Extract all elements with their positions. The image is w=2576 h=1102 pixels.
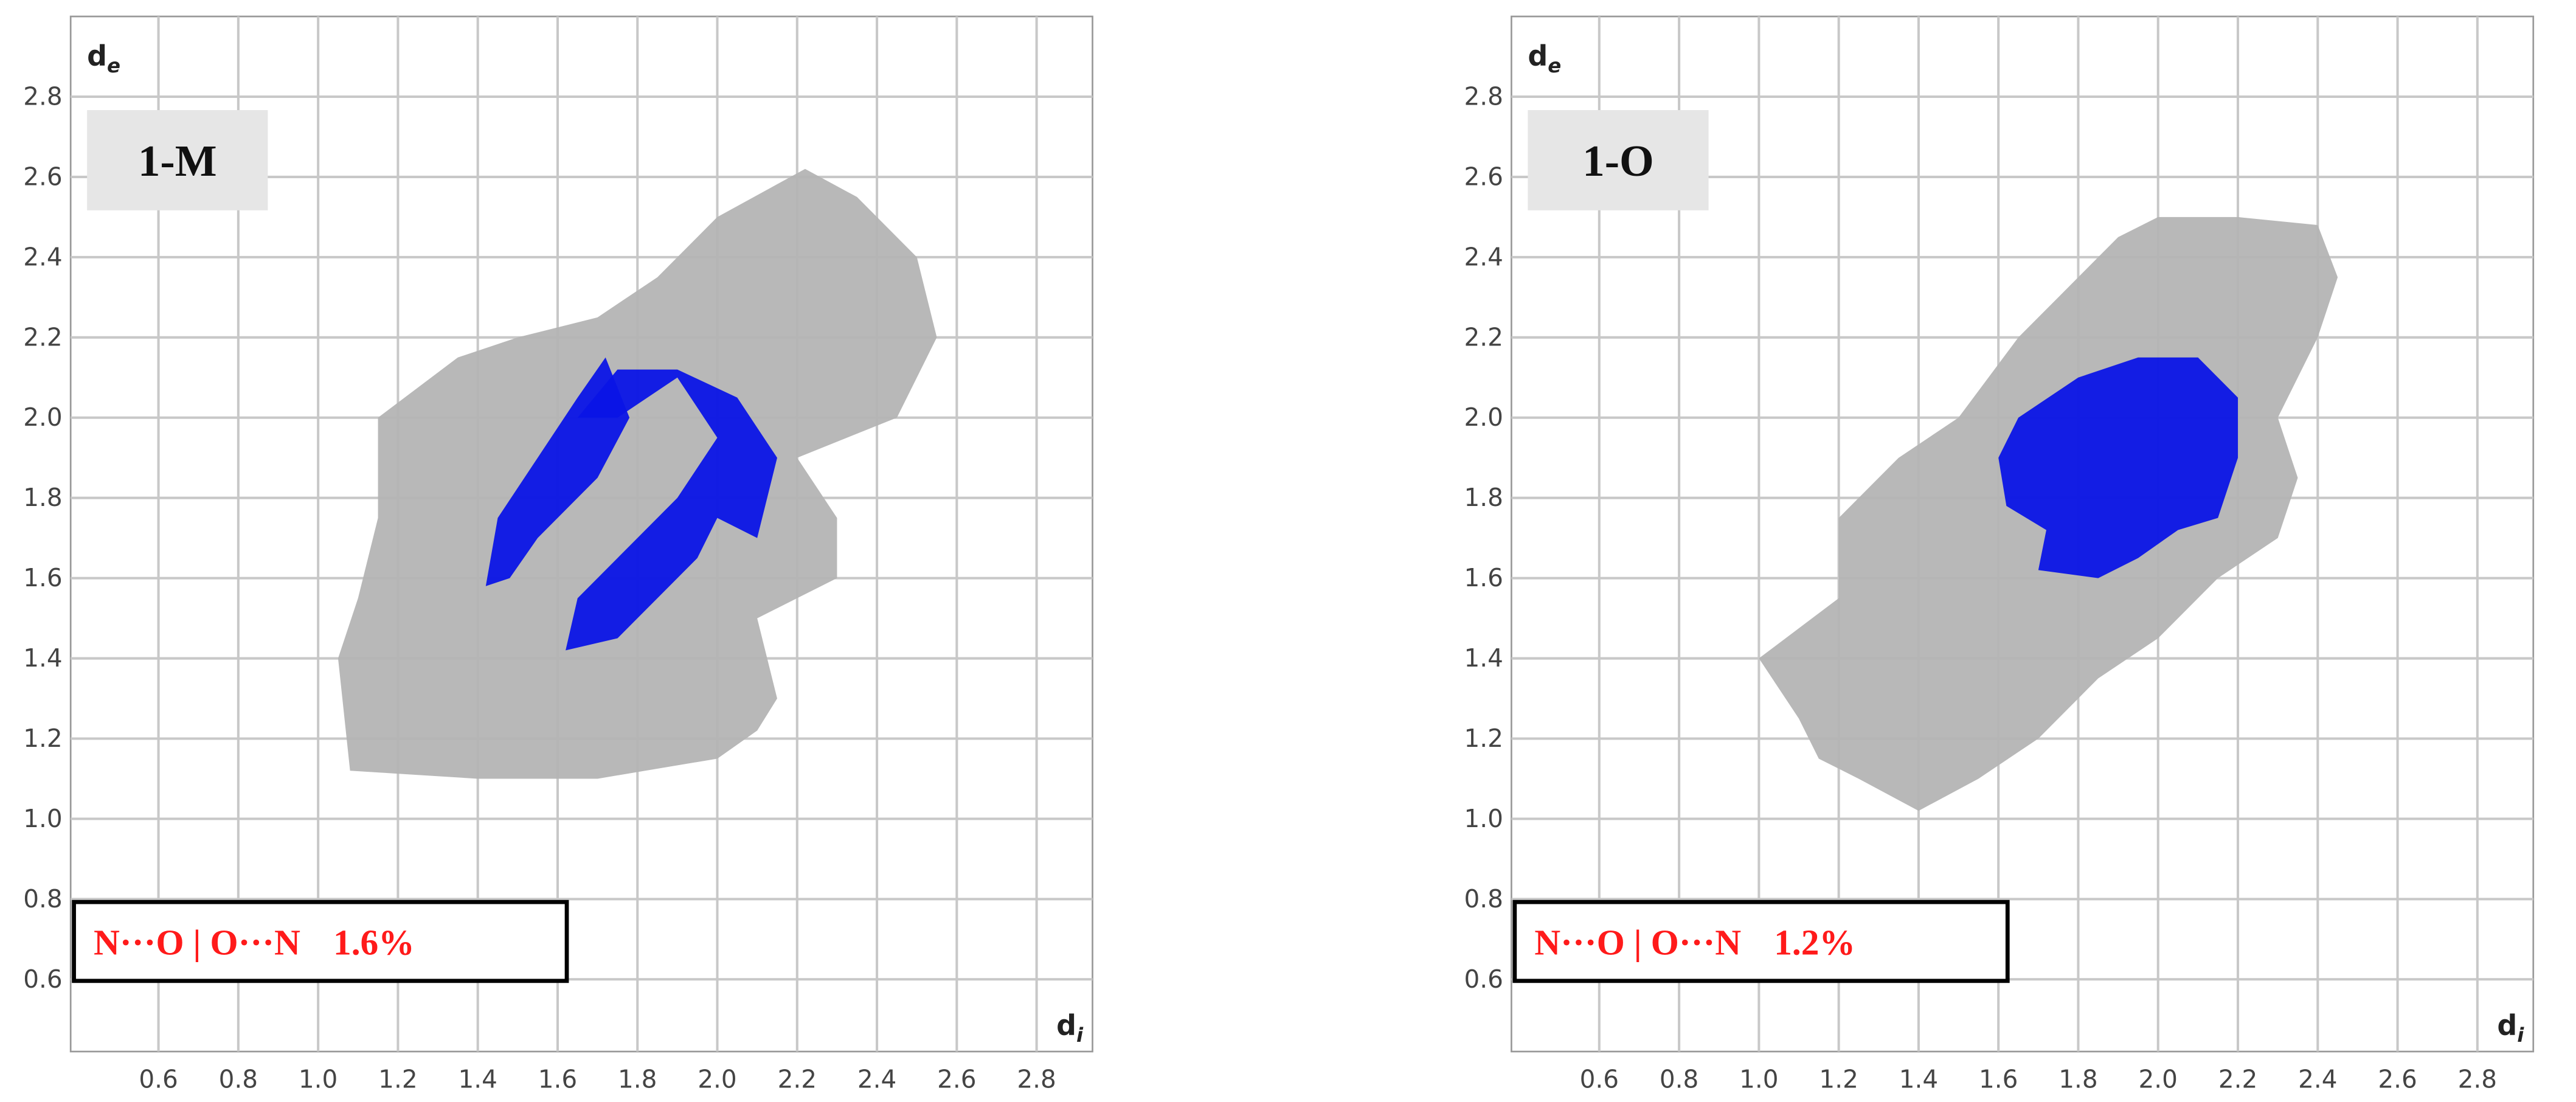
y-tick-label: 2.0 bbox=[23, 403, 62, 432]
y-tick-label: 2.8 bbox=[1464, 81, 1503, 111]
y-axis-label-sub: e bbox=[1548, 54, 1561, 77]
y-tick-label: 1.6 bbox=[1464, 563, 1503, 592]
chart-title: 1-O bbox=[1582, 136, 1654, 185]
annotation: N···O | O···N 1.6% bbox=[94, 923, 415, 963]
x-axis-label: di bbox=[1056, 1009, 1084, 1047]
y-tick-label: 2.6 bbox=[23, 162, 62, 191]
y-tick-label: 1.2 bbox=[1464, 724, 1503, 753]
y-tick-label: 1.8 bbox=[1464, 483, 1503, 512]
x-tick-label: 1.2 bbox=[378, 1064, 417, 1093]
y-axis-label-sub: e bbox=[107, 54, 120, 77]
y-tick-label: 2.2 bbox=[23, 322, 62, 352]
y-tick-label: 2.8 bbox=[23, 81, 62, 111]
y-tick-label: 0.8 bbox=[1464, 884, 1503, 913]
fingerprint-region bbox=[566, 369, 777, 651]
x-tick-label: 1.0 bbox=[1739, 1064, 1778, 1093]
x-axis-label-main: d bbox=[1056, 1009, 1076, 1042]
x-tick-label: 1.6 bbox=[538, 1064, 577, 1093]
x-tick-label: 2.0 bbox=[698, 1064, 736, 1093]
x-axis-label-sub: i bbox=[1076, 1024, 1084, 1047]
x-tick-label: 1.4 bbox=[1899, 1064, 1938, 1093]
y-tick-label: 1.4 bbox=[1464, 643, 1503, 673]
x-axis-label-main: d bbox=[2497, 1009, 2517, 1042]
x-tick-label: 0.8 bbox=[219, 1064, 258, 1093]
y-tick-label: 2.6 bbox=[1464, 162, 1503, 191]
y-axis-label-main: d bbox=[87, 40, 107, 72]
x-axis-label-sub: i bbox=[2517, 1024, 2524, 1047]
y-tick-label: 1.6 bbox=[23, 563, 62, 592]
contact-label: N···O | O···N bbox=[1534, 923, 1741, 963]
fingerprint-region bbox=[1998, 357, 2238, 578]
contact-label: N···O | O···N bbox=[94, 923, 300, 963]
x-tick-label: 2.6 bbox=[2378, 1064, 2417, 1093]
x-tick-label: 0.6 bbox=[139, 1064, 178, 1093]
contact-percent: 1.2% bbox=[1774, 923, 1855, 963]
y-tick-label: 1.4 bbox=[23, 643, 62, 673]
x-tick-label: 2.2 bbox=[778, 1064, 817, 1093]
x-tick-label: 2.8 bbox=[2458, 1064, 2497, 1093]
x-tick-label: 2.6 bbox=[937, 1064, 976, 1093]
x-tick-label: 2.4 bbox=[857, 1064, 896, 1093]
x-tick-label: 1.8 bbox=[618, 1064, 657, 1093]
y-tick-label: 0.6 bbox=[1464, 965, 1503, 994]
annotation-box bbox=[72, 899, 569, 983]
fingerprint-region bbox=[338, 168, 937, 779]
x-tick-label: 1.8 bbox=[2058, 1064, 2097, 1093]
y-tick-label: 1.2 bbox=[23, 724, 62, 753]
x-tick-label: 1.2 bbox=[1819, 1064, 1858, 1093]
y-tick-label: 1.0 bbox=[1464, 804, 1503, 833]
y-tick-label: 2.2 bbox=[1464, 322, 1503, 352]
title-box bbox=[1528, 110, 1709, 210]
annotation-box bbox=[1512, 899, 2010, 983]
y-tick-label: 0.6 bbox=[23, 965, 62, 994]
y-axis-label: de bbox=[87, 40, 120, 77]
y-tick-label: 1.8 bbox=[23, 483, 62, 512]
title-box bbox=[87, 110, 268, 210]
y-axis-label-main: d bbox=[1528, 40, 1548, 72]
x-tick-label: 1.4 bbox=[458, 1064, 497, 1093]
x-tick-label: 1.6 bbox=[1979, 1064, 2018, 1093]
y-tick-label: 2.4 bbox=[1464, 242, 1503, 271]
x-tick-label: 0.6 bbox=[1580, 1064, 1619, 1093]
x-tick-label: 1.0 bbox=[299, 1064, 338, 1093]
x-axis-label: di bbox=[2497, 1009, 2524, 1047]
annotation: N···O | O···N 1.2% bbox=[1534, 923, 1855, 963]
y-axis-label: de bbox=[1528, 40, 1561, 77]
x-tick-label: 0.8 bbox=[1660, 1064, 1698, 1093]
y-tick-label: 1.0 bbox=[23, 804, 62, 833]
x-tick-label: 2.2 bbox=[2218, 1064, 2257, 1093]
chart-title: 1-M bbox=[138, 136, 217, 185]
y-tick-label: 2.0 bbox=[1464, 403, 1503, 432]
y-tick-label: 2.4 bbox=[23, 242, 62, 271]
x-tick-label: 2.8 bbox=[1017, 1064, 1056, 1093]
x-tick-label: 2.4 bbox=[2298, 1064, 2337, 1093]
contact-percent: 1.6% bbox=[333, 923, 415, 963]
x-tick-label: 2.0 bbox=[2139, 1064, 2178, 1093]
y-tick-label: 0.8 bbox=[23, 884, 62, 913]
